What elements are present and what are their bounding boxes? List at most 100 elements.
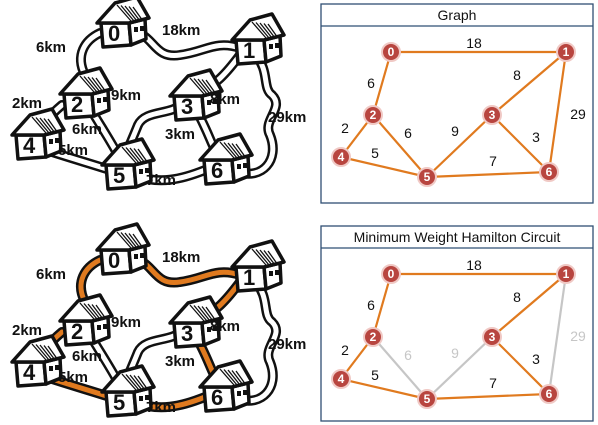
roof-hatch <box>231 370 244 386</box>
window <box>97 325 101 330</box>
edge-weight-3-5: 9 <box>451 123 459 139</box>
graph-node-1 <box>556 42 576 62</box>
roof-hatch <box>129 374 143 391</box>
house-3: 3 <box>168 295 224 349</box>
house-6: 6 <box>198 359 254 413</box>
roof-hatch <box>83 76 98 93</box>
house-2: 2 <box>58 66 114 120</box>
house-number: 3 <box>181 321 193 346</box>
house-number: 2 <box>71 92 83 117</box>
graph-node-label-1: 1 <box>563 267 570 281</box>
roof-hatch <box>31 343 47 361</box>
graph-panel-circuit: Minimum Weight Hamilton Circuit 18 6 2 6 5 9 8 3… <box>320 225 594 422</box>
road-label-0-2: 6km <box>36 39 66 56</box>
window <box>207 100 211 105</box>
edge-weight-0-1: 18 <box>466 257 482 273</box>
roof-hatch <box>223 142 238 159</box>
graph-node-label-6: 6 <box>546 387 553 401</box>
window <box>139 396 143 401</box>
roof-hatch <box>129 147 143 164</box>
road-label-1-3: 8km <box>210 91 240 108</box>
roof-hatch <box>43 345 56 361</box>
road-0-2 <box>78 30 103 78</box>
graph-edge-3-6 <box>491 114 550 173</box>
window <box>275 270 279 275</box>
graph-node-2 <box>363 327 383 347</box>
house-number: 5 <box>113 163 125 188</box>
road-label-3-6: 3km <box>165 126 195 143</box>
roof-hatch <box>259 249 273 266</box>
house-number: 0 <box>108 21 120 46</box>
roof-hatch <box>95 304 107 320</box>
roof-hatch <box>255 249 270 266</box>
graph-edge-0-2 <box>371 273 393 338</box>
road-label-2-5: 6km <box>72 348 102 365</box>
roof-hatch <box>251 248 267 266</box>
graph-edge-3-5 <box>426 336 493 400</box>
roof-hatch <box>128 6 141 22</box>
graph-node-label-5: 5 <box>424 170 431 184</box>
window <box>49 366 53 371</box>
roof-hatch <box>125 374 140 391</box>
window <box>269 44 273 49</box>
roof-hatch <box>259 22 273 39</box>
roof-hatch <box>201 306 214 322</box>
graph-edge-1-6 <box>547 51 568 173</box>
road-label-0-2: 6km <box>36 266 66 283</box>
roof-hatch <box>121 373 137 391</box>
graph-edge-4-5 <box>340 377 428 401</box>
graph-node-3 <box>482 105 502 125</box>
roof-hatch <box>124 232 138 249</box>
roof-hatch <box>120 5 135 22</box>
roof-hatch <box>31 116 47 134</box>
window <box>55 138 59 143</box>
road-map-bottom: 0 1 2 3 4 5 6 18km 6km 2km 8km 6km 9km 3km 29km 5km 7km <box>10 222 306 418</box>
road-label-5-6: 7km <box>146 399 176 416</box>
roof-hatch <box>116 231 132 249</box>
roof-hatch <box>263 23 276 39</box>
graph-edge-3-6 <box>491 336 550 395</box>
road-label-1-6: 29km <box>268 109 306 126</box>
graph-edge-1-6 <box>547 273 568 395</box>
roof-hatch <box>235 143 247 159</box>
house-3: 3 <box>168 68 224 122</box>
roof-hatch <box>267 250 279 266</box>
roof-hatch <box>79 75 95 93</box>
graph-node-label-0: 0 <box>388 267 395 281</box>
road-map-top: 0 1 2 3 4 5 6 18km 6km 2km 8km 6km 9km 3km 29km 5km 7km <box>10 0 306 191</box>
road-label-2-4: 2km <box>12 322 42 339</box>
road-label-2-5: 6km <box>72 121 102 138</box>
house-number: 4 <box>23 133 36 158</box>
roof-hatch <box>39 344 53 361</box>
roof-hatch <box>137 375 149 391</box>
house-2: 2 <box>58 293 114 347</box>
roof-hatch <box>120 232 135 249</box>
graph-node-5 <box>417 167 437 187</box>
roof-hatch <box>79 302 95 320</box>
roof-hatch <box>133 375 146 391</box>
edge-weight-2-5: 6 <box>404 347 412 363</box>
graph-node-4 <box>331 147 351 167</box>
window <box>103 324 107 329</box>
edge-weight-5-6: 7 <box>489 375 497 391</box>
house-number: 6 <box>211 385 223 410</box>
edge-weight-0-2: 6 <box>367 297 375 313</box>
window <box>237 164 241 169</box>
roof-hatch <box>87 76 101 93</box>
window <box>140 253 144 258</box>
graph-edge-5-6 <box>426 392 550 401</box>
graph-node-4 <box>331 369 351 389</box>
window <box>55 365 59 370</box>
graph-node-0 <box>381 264 401 284</box>
roof-hatch <box>133 148 146 164</box>
graph-node-label-0: 0 <box>388 45 395 59</box>
road-label-1-3: 8km <box>210 318 240 335</box>
roof-hatch <box>35 344 50 361</box>
graph-edge-1-3 <box>491 273 567 338</box>
roof-hatch <box>47 345 59 361</box>
panel-title: Minimum Weight Hamilton Circuit <box>354 229 561 245</box>
graph-node-5 <box>417 389 437 409</box>
house-number: 1 <box>243 265 255 290</box>
